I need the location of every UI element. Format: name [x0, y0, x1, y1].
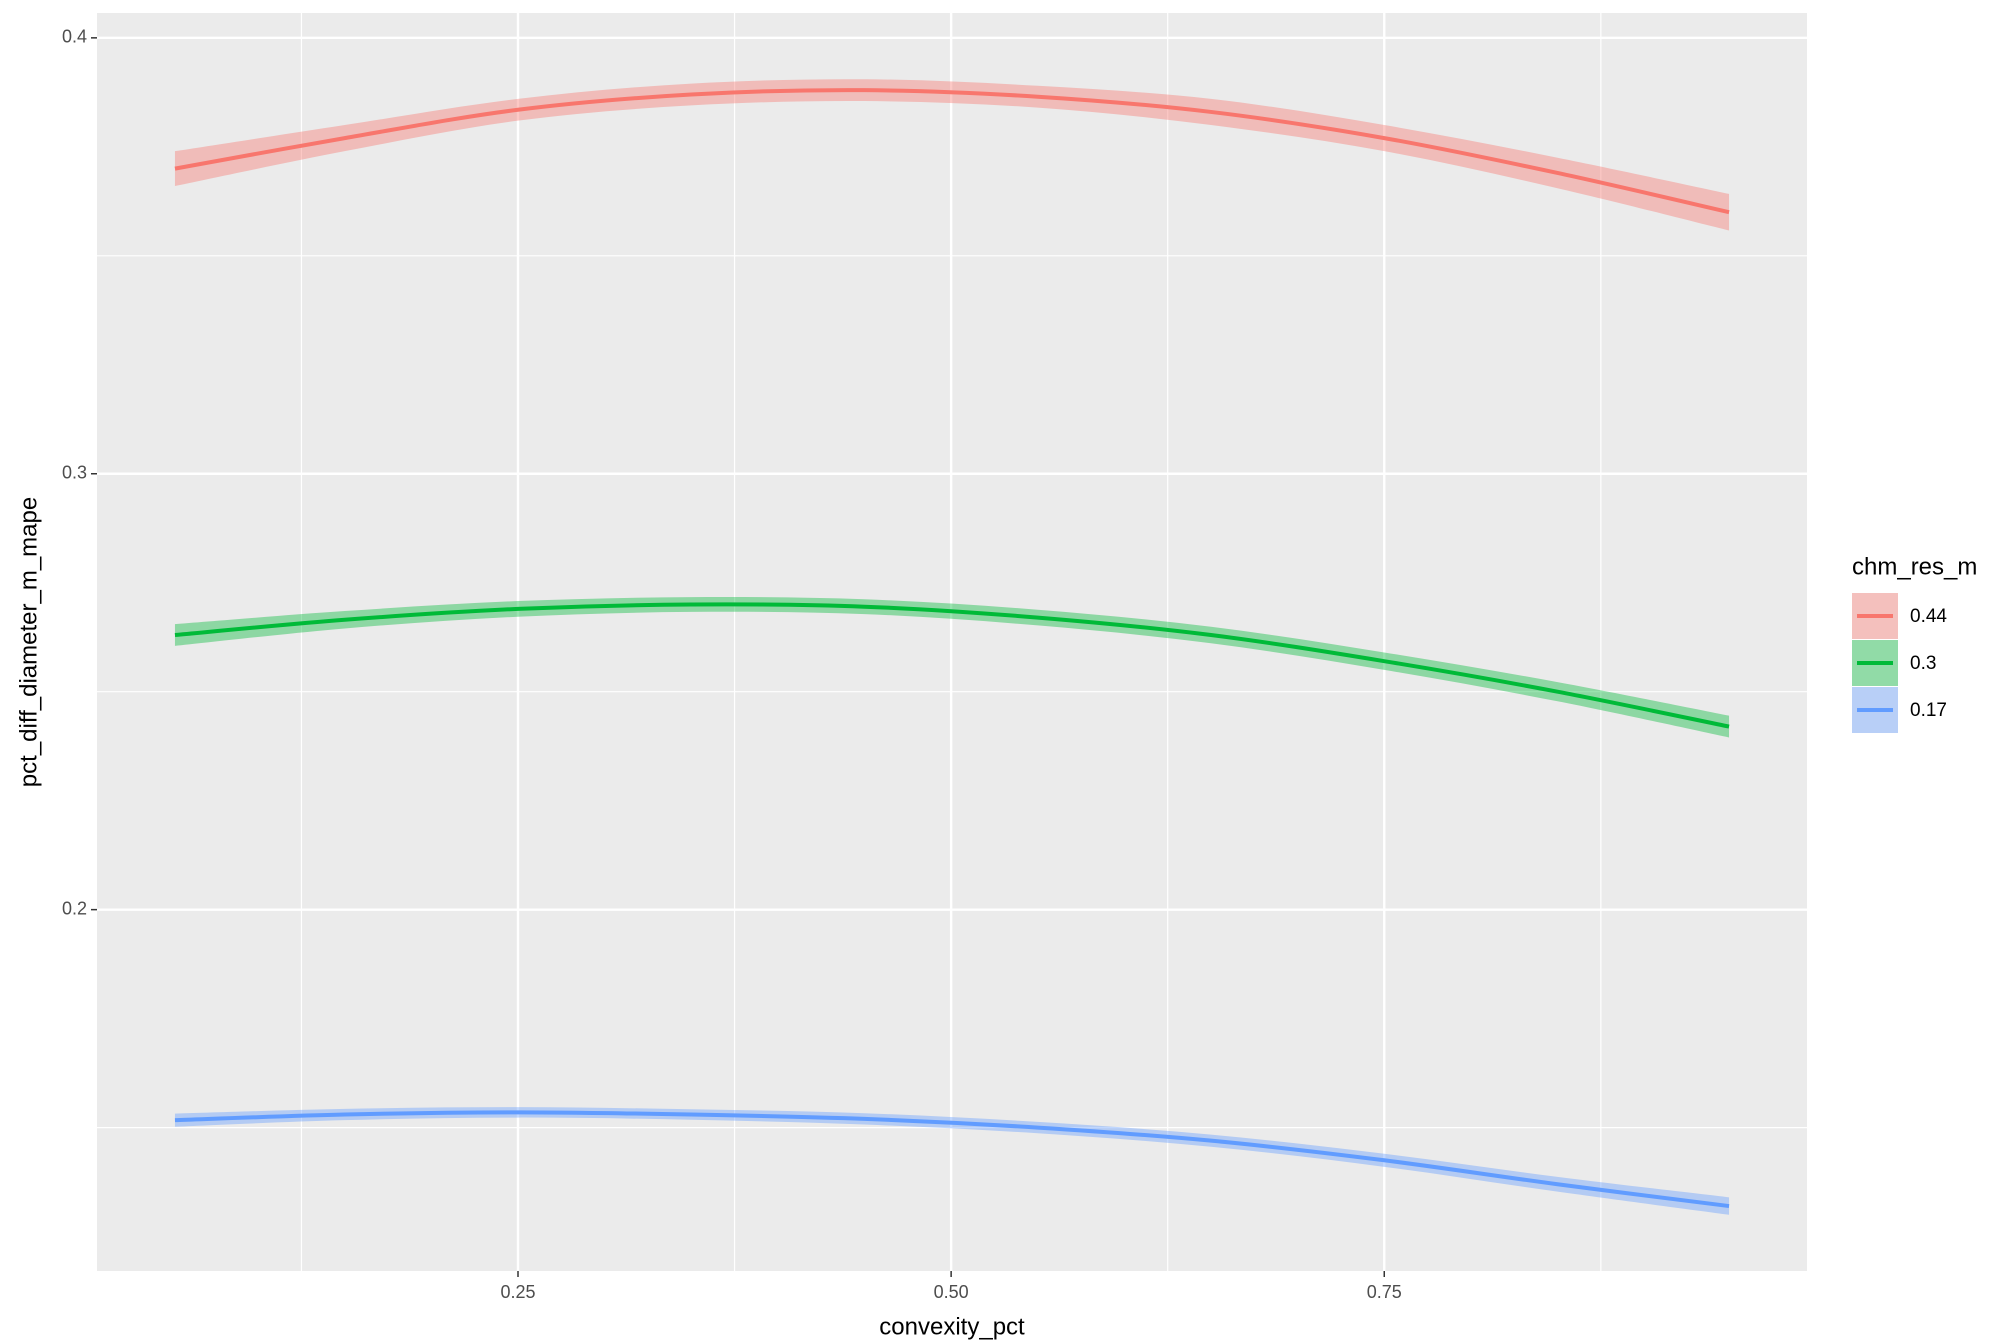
- y-tick-label: 0.2: [62, 898, 87, 918]
- legend-title: chm_res_m: [1852, 553, 1977, 580]
- series-line: [174, 1110, 1730, 1209]
- y-tick-label: 0.3: [62, 462, 87, 482]
- grid: [97, 13, 1807, 1271]
- x-tick-label: 0.25: [500, 1282, 535, 1302]
- x-tick-label: 0.75: [1367, 1282, 1402, 1302]
- legend-label: 0.3: [1910, 653, 1936, 674]
- legend-label: 0.44: [1910, 606, 1947, 627]
- confidence-band: [174, 1107, 1730, 1215]
- y-tick-label: 0.4: [62, 27, 87, 47]
- y-axis-title: pct_diff_diameter_m_mape: [15, 497, 42, 787]
- x-tick-label: 0.50: [934, 1282, 969, 1302]
- confidence-band: [174, 79, 1730, 231]
- series-line: [174, 88, 1730, 215]
- legend-label: 0.17: [1910, 700, 1947, 721]
- series-line: [174, 602, 1730, 729]
- x-axis-title: convexity_pct: [879, 1313, 1025, 1340]
- marks: [174, 79, 1730, 1215]
